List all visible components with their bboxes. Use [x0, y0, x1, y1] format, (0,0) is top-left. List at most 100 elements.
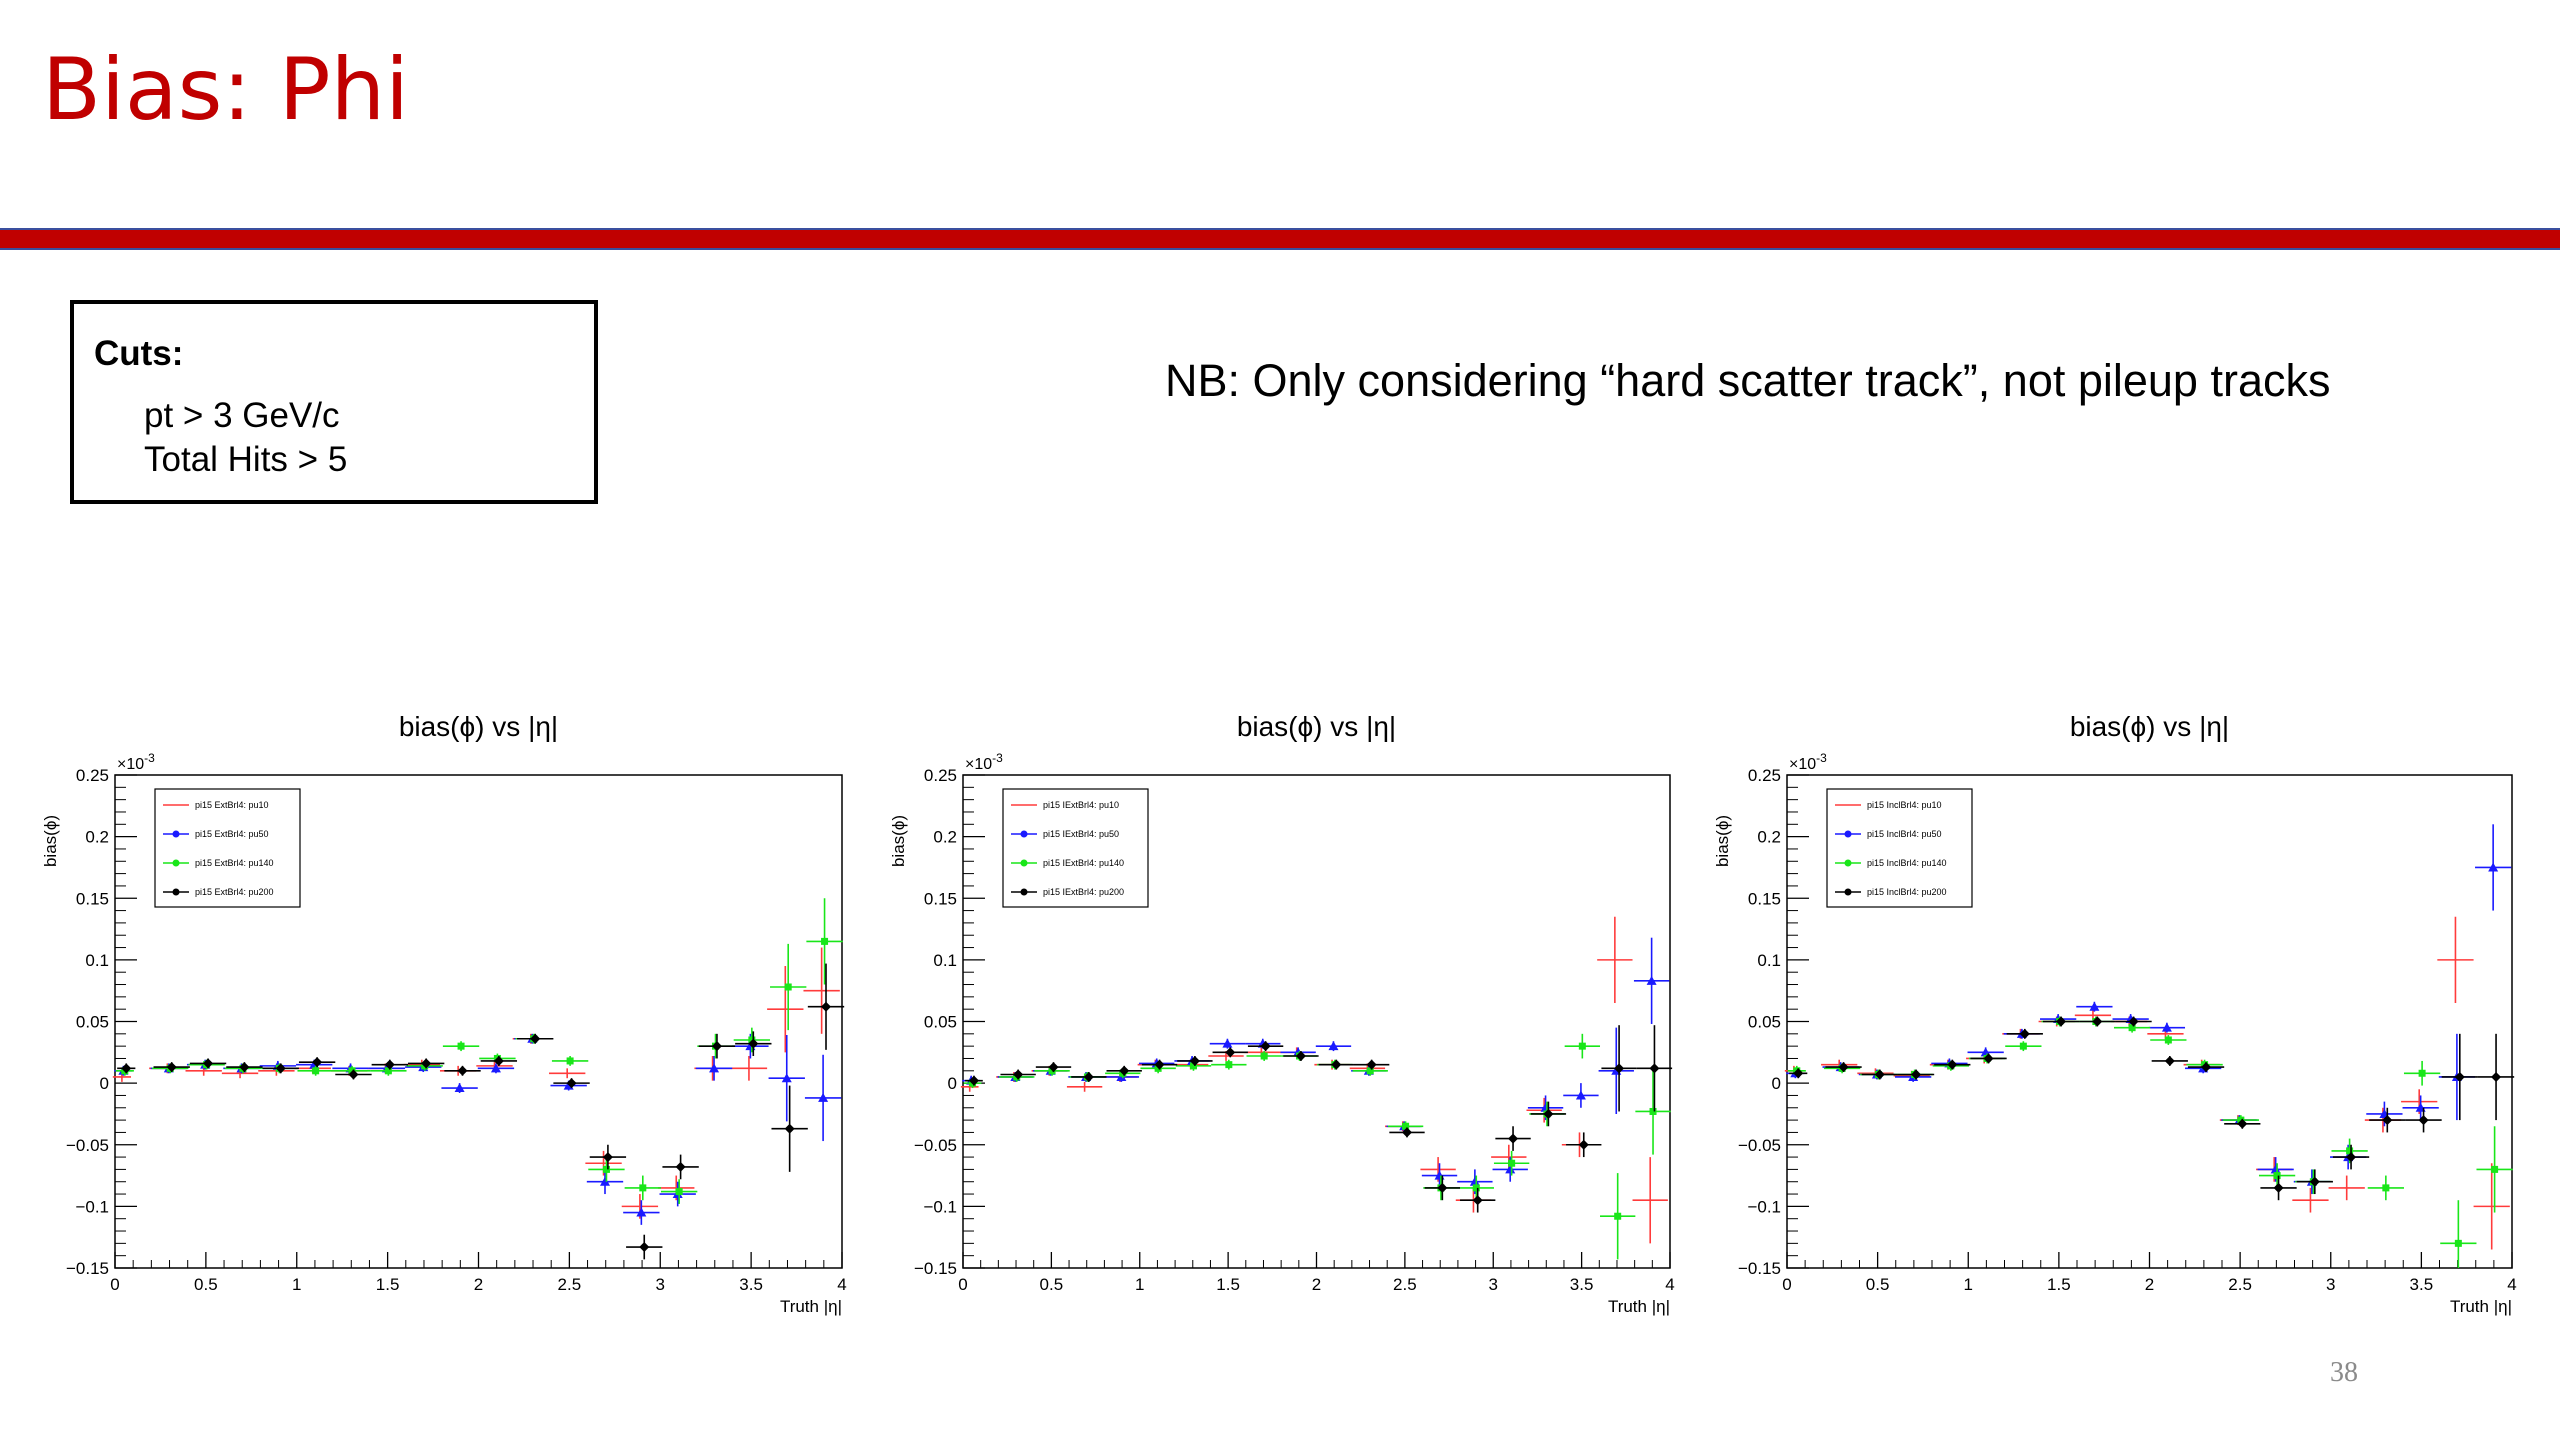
data-point	[1564, 1033, 1601, 1059]
x-tick-label: 0	[110, 1275, 119, 1294]
data-point	[1246, 1051, 1282, 1061]
y-tick-label: 0.2	[1757, 828, 1781, 847]
square-marker	[1472, 1184, 1480, 1192]
data-point	[1495, 1126, 1531, 1151]
data-point	[2150, 1035, 2187, 1045]
note-text: NB: Only considering “hard scatter track…	[1165, 355, 2331, 406]
x-axis-label: Truth |η|	[2450, 1297, 2512, 1316]
data-point	[2475, 824, 2512, 911]
data-point	[2332, 1144, 2370, 1170]
diamond-marker	[2056, 1016, 2067, 1027]
diamond-marker	[2418, 1115, 2429, 1126]
data-point	[262, 1063, 299, 1074]
data-point	[1861, 1069, 1898, 1080]
square-marker	[348, 1067, 356, 1075]
data-point	[444, 1065, 481, 1076]
diamond-marker	[1472, 1195, 1483, 1206]
square-marker	[312, 1067, 320, 1075]
diamond-marker	[2092, 1016, 2103, 1027]
data-point	[297, 1065, 334, 1076]
diamond-marker	[2273, 1182, 2284, 1193]
y-tick-label: 0.25	[76, 766, 109, 785]
data-point	[735, 1031, 772, 1057]
data-point	[1636, 1025, 1673, 1112]
data-point	[2148, 1022, 2186, 1033]
data-point	[2473, 1163, 2510, 1250]
y-tick-label: −0.15	[66, 1259, 109, 1278]
data-point	[2115, 1016, 2152, 1027]
data-point	[2258, 1163, 2296, 1188]
diamond-marker	[1614, 1063, 1625, 1074]
diamond-marker	[1048, 1062, 1059, 1073]
triangle-marker	[599, 1176, 610, 1186]
y-tick-label: −0.05	[66, 1136, 109, 1155]
data-point	[626, 1234, 663, 1260]
data-point	[2476, 1126, 2513, 1213]
square-marker	[2491, 1165, 2499, 1173]
x-tick-label: 2.5	[558, 1275, 582, 1294]
square-marker	[1189, 1062, 1197, 1070]
x-tick-label: 3	[2326, 1275, 2335, 1294]
diamond-marker	[1401, 1127, 1412, 1138]
data-point	[1421, 1163, 1458, 1188]
data-point	[2477, 1033, 2515, 1121]
triangle-marker	[490, 1063, 501, 1073]
data-point	[2292, 1187, 2329, 1213]
diamond-marker	[1083, 1071, 1094, 1082]
diamond-marker	[711, 1041, 722, 1052]
diamond-marker	[2382, 1115, 2393, 1126]
triangle-marker	[2270, 1164, 2281, 1174]
legend-marker	[1844, 830, 1852, 838]
square-marker	[1366, 1067, 1374, 1075]
square-marker	[2237, 1116, 2245, 1124]
diamond-marker	[602, 1152, 613, 1163]
data-point	[1066, 1081, 1103, 1092]
y-tick-label: 0.05	[924, 1013, 957, 1032]
data-point	[480, 1055, 518, 1066]
series-3	[1787, 1016, 2513, 1268]
triangle-marker	[1575, 1090, 1586, 1100]
data-point	[1601, 1025, 1637, 1112]
chart-svg: bias(ϕ) vs |η| −0.15 −0.1 −0.05 0 0.05 0.1 0.15…	[889, 711, 1675, 1316]
data-point	[1247, 1041, 1284, 1052]
data-point	[2402, 1095, 2439, 1121]
diamond-marker	[1911, 1069, 1922, 1080]
series-2	[114, 1033, 842, 1225]
data-point	[2151, 1055, 2188, 1066]
triangle-marker	[2488, 862, 2499, 872]
data-point	[662, 1154, 699, 1180]
triangle-marker	[818, 1092, 829, 1102]
diamond-marker	[784, 1123, 795, 1134]
data-point	[1000, 1069, 1036, 1080]
series-1	[960, 916, 1668, 1244]
legend-label: pi15 IExtBrl4: pu10	[1043, 800, 1119, 810]
y-tick-label: −0.15	[914, 1259, 957, 1278]
data-point	[2076, 1001, 2113, 1012]
diamond-marker	[275, 1063, 286, 1074]
y-exponent-label: ×10-3	[1789, 751, 1827, 773]
y-tick-label: 0.05	[1748, 1013, 1781, 1032]
legend-marker	[1020, 830, 1028, 838]
diamond-marker	[2128, 1016, 2139, 1027]
data-point	[1897, 1069, 1935, 1080]
data-point	[2405, 1107, 2442, 1133]
data-point	[441, 1083, 478, 1093]
x-tick-label: 4	[837, 1275, 846, 1294]
x-tick-label: 2	[474, 1275, 483, 1294]
data-point	[2079, 1016, 2116, 1027]
data-point	[1635, 1068, 1671, 1155]
data-point	[2005, 1041, 2042, 1052]
data-point	[1424, 1175, 1461, 1201]
series-2	[962, 937, 1670, 1195]
series-4	[965, 1025, 1673, 1213]
triangle-marker	[781, 1073, 792, 1083]
diamond-marker	[566, 1078, 577, 1089]
chart-svg: bias(ϕ) vs |η| −0.15 −0.1 −0.05 0 0.05 0.1 0.15…	[1713, 711, 2517, 1316]
data-point	[1177, 1055, 1213, 1066]
x-tick-label: 2	[2145, 1275, 2154, 1294]
x-tick-label: 1	[1135, 1275, 1144, 1294]
x-tick-label: 1.5	[1216, 1275, 1240, 1294]
triangle-marker	[1222, 1038, 1233, 1048]
data-point	[1530, 1101, 1567, 1127]
triangle-marker	[1646, 975, 1657, 985]
